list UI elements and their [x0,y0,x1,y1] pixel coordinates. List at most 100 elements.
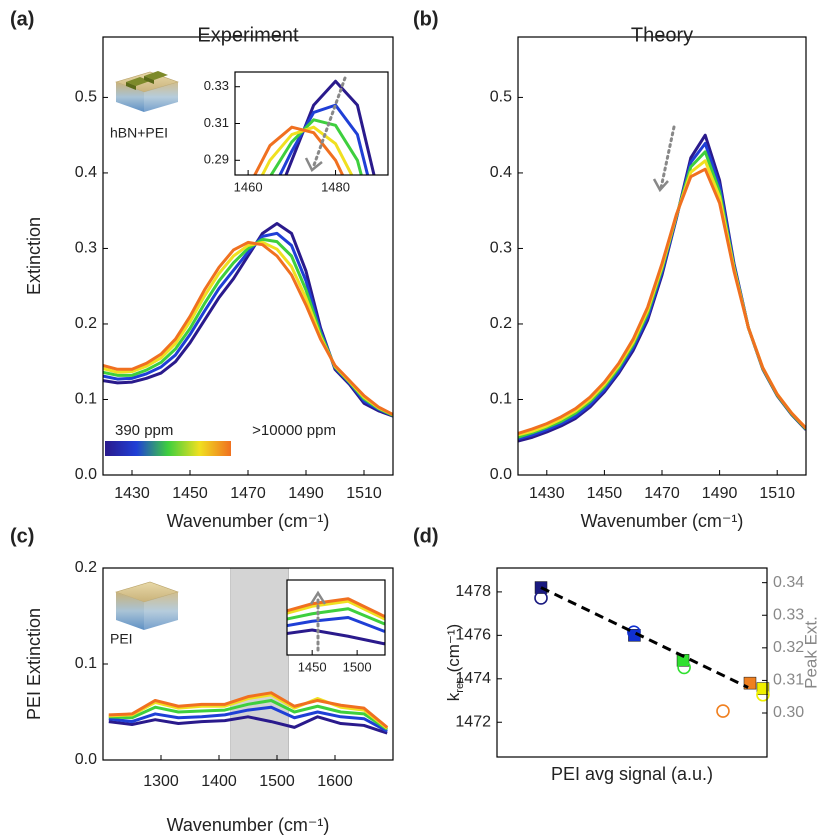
y-tick-label: 0.0 [75,466,97,483]
icon-hbn-pei [115,71,179,112]
y-tick-label: 1478 [455,583,491,600]
data-line [108,698,389,731]
y2-axis-label: Peak Ext. [801,616,820,689]
plot-frame [517,36,807,476]
shaded-region [230,567,289,761]
data-line [284,79,376,175]
y2-tick-label: 0.34 [773,574,804,591]
inset-arrow [311,76,347,170]
circle-point [627,625,641,639]
plot-area [518,133,806,443]
plot-area [108,691,389,735]
icon-label: PEI [110,631,133,647]
colorbar-max-label: >10000 ppm [252,422,336,439]
colorbar [105,441,231,456]
x-axis-label: Wavenumber (cm⁻¹) [167,815,330,835]
plot-area [534,581,770,718]
x-tick-label: 1460 [234,179,263,194]
y-tick-label: 0.2 [75,315,97,332]
x-tick-label: 1300 [143,773,179,790]
y-axis-label-unit: (cm⁻¹) [444,624,463,673]
data-line [518,150,806,439]
x-tick-label: 1500 [259,773,295,790]
y-tick-label: 0.33 [204,78,229,93]
y-tick-label: 1476 [455,627,491,644]
x-tick-label: 1490 [702,485,738,502]
data-line [287,599,385,621]
x-tick-label: 1510 [346,485,382,502]
data-line [108,691,389,729]
data-line [253,125,345,175]
panel-label: (a) [10,8,34,30]
y-tick-label: 0.31 [204,115,229,130]
data-line [278,103,370,175]
x-tick-label: 1430 [529,485,565,502]
plot-frame [496,567,768,758]
y-tick-label: 0.3 [490,240,512,257]
x-tick-label: 1470 [644,485,680,502]
data-line [287,628,385,646]
panel-title: Experiment [197,24,299,46]
panel-label: (c) [10,525,34,547]
panel-label: (b) [413,8,439,30]
arrow [659,125,676,190]
panel-title: Theory [631,24,693,46]
x-axis-label: Wavenumber (cm⁻¹) [581,511,744,531]
data-line [103,231,393,417]
y-tick-label: 0.2 [490,315,512,332]
inset-plot-area [253,79,376,175]
data-line [108,715,388,735]
data-line [287,616,385,633]
icon-pei [115,581,179,630]
x-tick-label: 1510 [759,485,795,502]
y-tick-label: 0.1 [490,391,512,408]
circle-point [756,687,770,702]
y-axis-label-sub: res [454,677,466,693]
circle-point [677,660,691,675]
y-tick-label: 1472 [455,713,491,730]
inset-frame [286,579,386,656]
x-tick-label: 1430 [114,485,150,502]
y-tick-label: 0.0 [490,466,512,483]
x-tick-label: 1470 [230,485,266,502]
panel-label: (d) [413,525,439,547]
y-axis-label-main: k [444,692,463,701]
data-line [108,705,388,733]
circle-point [534,591,548,605]
inset-arrow-head [309,590,327,605]
y-tick-label: 0.1 [75,655,97,672]
y-tick-label: 0.1 [75,391,97,408]
y-tick-label: 1474 [455,670,491,687]
data-line [518,167,806,435]
x-tick-label: 1450 [298,659,327,674]
x-tick-label: 1480 [321,179,350,194]
x-tick-label: 1490 [288,485,324,502]
data-line [287,607,385,626]
y-tick-label: 0.4 [490,164,512,181]
data-line [103,240,393,416]
x-axis-label: PEI avg signal (a.u.) [551,764,713,784]
y2-tick-label: 0.30 [773,704,804,721]
y-axis-label: Extinction [24,217,44,295]
arrow-head [652,178,669,193]
y2-tick-label: 0.31 [773,672,804,689]
colorbar-min-label: 390 ppm [115,422,173,439]
inset-arrow-head [304,157,323,172]
data-line [260,125,354,175]
x-tick-label: 1450 [172,485,208,502]
y-tick-label: 0.29 [204,152,229,167]
y-tick-label: 0.0 [75,751,97,768]
y-axis-label: PEI Extinction [24,608,44,720]
y-tick-label: 0.2 [75,559,97,576]
plot-area [103,222,393,418]
data-line [108,693,389,730]
data-line [103,240,393,416]
icon-label: hBN+PEI [110,125,168,141]
y2-tick-label: 0.33 [773,606,804,623]
x-tick-label: 1600 [317,773,353,790]
x-axis-label: Wavenumber (cm⁻¹) [167,511,330,531]
y-tick-label: 0.5 [75,89,97,106]
y-tick-label: 0.3 [75,240,97,257]
y-axis-label: kres (cm⁻¹) [444,624,465,701]
circle-point [716,704,730,718]
